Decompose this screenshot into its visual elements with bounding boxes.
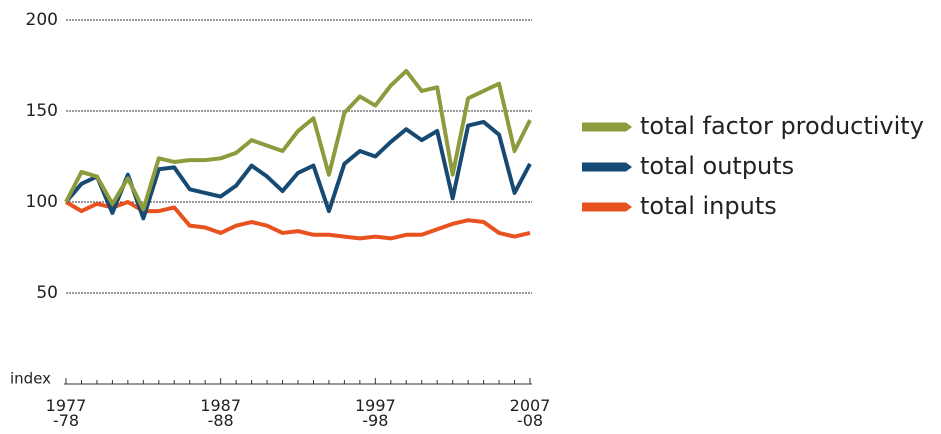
legend-label: total outputs xyxy=(640,152,794,180)
legend-swatch-tip xyxy=(626,122,632,132)
legend-swatch-tip xyxy=(626,162,632,172)
series-line xyxy=(64,200,531,241)
y-tick-label: 50 xyxy=(36,283,58,303)
y-tick-label: 150 xyxy=(26,101,58,121)
legend-label: total inputs xyxy=(640,192,777,220)
series-line xyxy=(64,68,532,212)
y-axis-label: index xyxy=(10,370,51,388)
y-tick-label: 100 xyxy=(26,192,58,212)
x-tick-label: 1997 -98 xyxy=(354,396,396,430)
x-tick-label: 1987 -88 xyxy=(200,396,242,430)
x-tick-label: 1977 -78 xyxy=(45,396,87,430)
x-tick-label: 2007 -08 xyxy=(509,396,551,430)
legend-swatch-tip xyxy=(626,202,632,212)
series-line xyxy=(64,119,532,221)
y-tick-label: 200 xyxy=(26,10,58,30)
legend-label: total factor productivity xyxy=(640,112,924,140)
